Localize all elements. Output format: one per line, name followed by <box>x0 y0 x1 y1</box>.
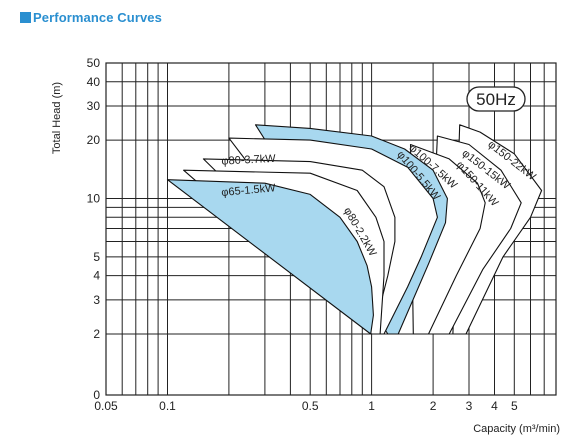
y-tick-label: 20 <box>87 133 101 147</box>
y-tick-label: 3 <box>93 293 100 307</box>
x-tick-label: 2 <box>430 399 437 413</box>
y-axis-label: Total Head (m) <box>51 82 63 154</box>
y-tick-label: 2 <box>93 327 100 341</box>
title-square-icon <box>20 12 31 23</box>
series-label: φ80-3.7kW <box>221 153 276 168</box>
series-label: φ65-1.5kW <box>221 182 277 199</box>
chart-title: Performance Curves <box>33 10 162 25</box>
frequency-badge: 50Hz <box>466 86 526 112</box>
y-tick-label: 0 <box>93 388 100 402</box>
x-tick-label: 1 <box>368 399 375 413</box>
plot-border <box>105 62 557 396</box>
x-tick-label: 0.1 <box>159 399 176 413</box>
x-tick-label: 3 <box>466 399 473 413</box>
y-tick-label: 40 <box>87 75 101 89</box>
x-tick-label: 0.05 <box>94 399 118 413</box>
frequency-badge-label: 50Hz <box>476 90 516 109</box>
x-tick-label: 5 <box>511 399 518 413</box>
y-tick-label: 5 <box>93 250 100 264</box>
series-regions <box>166 124 543 335</box>
y-tick-label: 10 <box>87 192 101 206</box>
chart-title-block: Performance Curves <box>20 10 162 25</box>
x-tick-label: 4 <box>491 399 498 413</box>
y-tick-label: 50 <box>87 56 101 70</box>
y-tick-label: 30 <box>87 99 101 113</box>
series-region <box>166 179 374 335</box>
y-tick-label: 4 <box>93 269 100 283</box>
plot-frame <box>105 62 557 396</box>
x-axis-label: Capacity (m³/min) <box>473 423 560 435</box>
x-tick-label: 0.5 <box>302 399 319 413</box>
